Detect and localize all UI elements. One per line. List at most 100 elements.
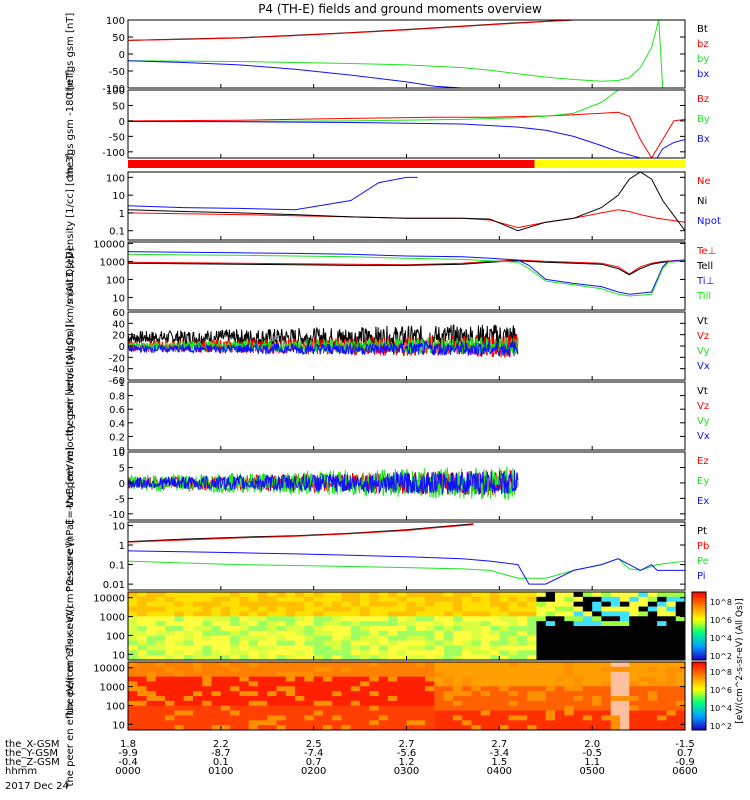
- spectrogram-cell: [555, 696, 565, 702]
- spectrogram-cell: [295, 645, 305, 651]
- spectrogram-cell: [508, 705, 519, 712]
- spectrogram-cell: [666, 601, 677, 608]
- spectrogram-cell: [582, 676, 593, 682]
- spectrogram-cell: [350, 592, 361, 598]
- spectrogram-cell: [155, 601, 166, 608]
- spectrogram-cell: [285, 676, 296, 682]
- spectrogram-cell: [415, 720, 426, 726]
- spectrogram-cell: [620, 635, 630, 642]
- spectrogram-cell: [128, 720, 138, 726]
- spectrogram-cell: [248, 662, 259, 668]
- spectrogram-cell: [620, 666, 630, 673]
- spectrogram-cell: [564, 592, 575, 598]
- spectrogram-cell: [146, 606, 157, 612]
- spectrogram-cell: [610, 691, 621, 697]
- spectrogram-cell: [239, 655, 250, 660]
- spectrogram-cell: [155, 635, 166, 642]
- y-tick-label: 60: [112, 308, 125, 319]
- spectrogram-cell: [610, 705, 621, 712]
- y-tick-label: 1000: [100, 257, 125, 268]
- spectrogram-cell: [350, 611, 361, 617]
- spectrogram-cell: [508, 655, 519, 660]
- spectrogram-cell: [601, 705, 612, 712]
- spectrogram-cell: [183, 720, 194, 726]
- spectrogram-cell: [657, 691, 667, 697]
- spectrogram-cell: [517, 700, 528, 707]
- series-line-green: [128, 253, 685, 297]
- spectrogram-cell: [536, 710, 547, 716]
- spectrogram-cell: [592, 662, 602, 668]
- spectrogram-cell: [304, 626, 315, 632]
- spectrogram-cell: [545, 645, 556, 651]
- spectrogram-cell: [202, 666, 213, 673]
- spectrogram-cell: [499, 676, 510, 682]
- spectrogram-cell: [666, 640, 677, 646]
- spectrogram-cell: [369, 616, 380, 622]
- spectrogram-cell: [443, 645, 454, 651]
- spectrogram-cell: [471, 686, 482, 692]
- spectrogram-cell: [313, 700, 324, 707]
- spectrogram-cell: [220, 626, 231, 632]
- y-tick-label: 1: [119, 209, 125, 220]
- spectrogram-cell: [230, 696, 240, 702]
- y-axis-label: Pressure [nPa]: [65, 520, 76, 592]
- spectrogram-cell: [313, 630, 324, 637]
- spectrogram-cell: [443, 630, 454, 637]
- spectrogram-cell: [536, 725, 547, 730]
- spectrogram-cell: [165, 592, 175, 598]
- spectrogram-cell: [350, 666, 361, 673]
- spectrogram-cell: [137, 715, 148, 721]
- y-axis-label: the peir velocity gsm [km/s (All Qs)]: [65, 256, 76, 437]
- spectrogram-cell: [629, 645, 640, 651]
- spectrogram-cell: [369, 666, 380, 673]
- spectrogram-cell: [211, 650, 222, 656]
- spectrogram-cell: [341, 681, 352, 687]
- spectrogram-cell: [601, 715, 612, 721]
- spectrogram-cell: [657, 715, 667, 721]
- spectrogram-cell: [490, 611, 500, 617]
- spectrogram-cell: [165, 635, 175, 642]
- spectrogram-cell: [675, 650, 685, 656]
- spectrogram-cell: [545, 676, 556, 682]
- spectrogram-cell: [146, 592, 157, 598]
- spectrogram-cell: [146, 676, 157, 682]
- spectrogram-cell: [332, 710, 343, 716]
- spectrogram-cell: [666, 626, 677, 632]
- spectrogram-cell: [592, 666, 602, 673]
- spectrogram-cell: [592, 596, 602, 603]
- spectrogram-cell: [397, 635, 407, 642]
- spectrogram-cell: [638, 616, 649, 622]
- spectrogram-cell: [341, 696, 352, 702]
- spectrogram-cell: [387, 725, 398, 730]
- spectrogram-cell: [257, 606, 268, 612]
- spectrogram-cell: [146, 715, 157, 721]
- spectrogram-cell: [397, 606, 407, 612]
- colorbar-tick-label: 10^6: [710, 686, 732, 695]
- spectrogram-cell: [573, 686, 584, 692]
- spectrogram-cell: [369, 710, 380, 716]
- spectrogram-cell: [230, 691, 240, 697]
- spectrogram-cell: [183, 725, 194, 730]
- spectrogram-cell: [499, 662, 510, 668]
- spectrogram-cell: [220, 606, 231, 612]
- spectrogram-cell: [415, 676, 426, 682]
- spectrogram-cell: [360, 700, 370, 707]
- spectrogram-cell: [202, 626, 213, 632]
- x-axis: the_X-GSMthe_Y-GSMthe_Z-GSMhhmm1.8-9.9-0…: [5, 84, 698, 777]
- spectrogram-cell: [360, 725, 370, 730]
- spectrogram-cell: [425, 601, 435, 608]
- spectrogram-cell: [257, 650, 268, 656]
- spectrogram-cell: [369, 640, 380, 646]
- spectrogram-cell: [527, 681, 537, 687]
- spectrogram-cell: [397, 700, 407, 707]
- spectrogram-cell: [620, 616, 630, 622]
- spectrogram-cell: [406, 640, 417, 646]
- spectrogram-cell: [220, 676, 231, 682]
- spectrogram-cell: [443, 720, 454, 726]
- spectrogram-cell: [573, 676, 584, 682]
- spectrogram-cell: [517, 686, 528, 692]
- spectrogram-cell: [332, 626, 343, 632]
- spectrogram-cell: [536, 686, 547, 692]
- spectrogram-cell: [443, 681, 454, 687]
- spectrogram-cell: [155, 611, 166, 617]
